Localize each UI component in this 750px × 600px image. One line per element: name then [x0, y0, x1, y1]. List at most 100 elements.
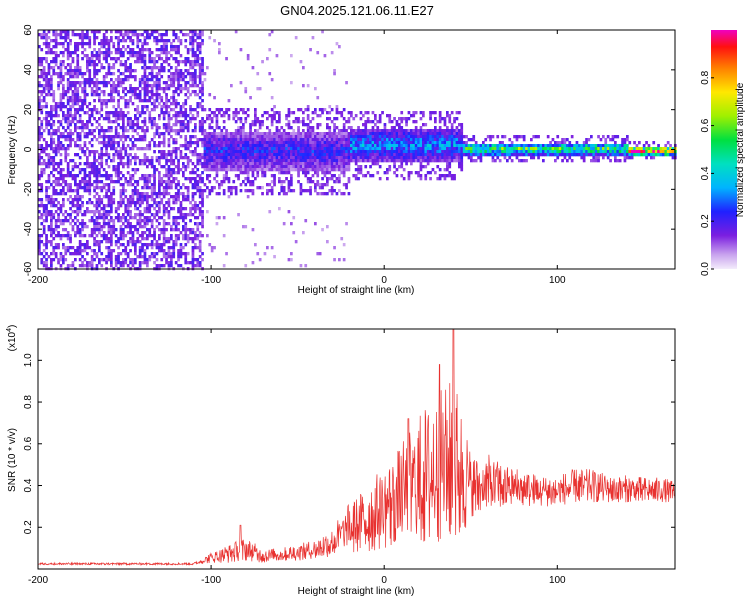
spectrogram-cell [316, 252, 320, 256]
spectrogram-cell [81, 219, 84, 223]
spectrogram-cell [136, 42, 140, 46]
spectrogram-cell [146, 204, 149, 208]
spectrogram-cell [136, 138, 140, 142]
spectrogram-cell [112, 114, 116, 118]
spectrogram-cell [129, 48, 132, 52]
spectrogram-cell [83, 246, 87, 250]
spectrogram-cell [126, 201, 130, 205]
spectrogram-cell [42, 207, 46, 211]
spectrogram-cell [143, 195, 147, 199]
spectrogram-cell [244, 153, 248, 157]
spectrogram-cell [105, 60, 108, 64]
spectrogram-cell [50, 156, 53, 160]
spectrogram-cell [378, 165, 382, 169]
spectrogram-cell [191, 168, 195, 172]
spectrogram-cell [95, 186, 99, 190]
spectrogram-cell [158, 195, 161, 199]
spectrogram-cell [254, 123, 257, 127]
spectrogram-cell [112, 222, 116, 226]
spectrogram-cell [143, 192, 147, 196]
spectrogram-cell [194, 69, 197, 73]
spectrogram-cell [57, 33, 60, 37]
spectrogram-cell [71, 261, 75, 265]
spectrogram-cell [196, 162, 200, 166]
spectrogram-cell [198, 102, 202, 106]
spectrogram-cell [105, 237, 108, 241]
spectrogram-cell [126, 69, 130, 73]
spectrogram-cell [45, 198, 48, 202]
spectrogram-cell [254, 162, 257, 166]
spectrogram-cell [270, 168, 274, 172]
spectrogram-cell [266, 159, 269, 163]
spectrogram-cell [110, 261, 113, 265]
spectrogram-cell [266, 144, 269, 148]
spectrogram-cell [318, 138, 322, 142]
spectrogram-cell [174, 48, 178, 52]
spectrogram-cell [177, 87, 180, 91]
spectrogram-cell [126, 240, 130, 244]
spectrogram-cell [62, 36, 65, 40]
spectrogram-cell [246, 174, 250, 178]
spectrogram-cell [155, 60, 159, 64]
spectrogram-cell [174, 201, 178, 205]
spectrogram-cell [179, 255, 183, 259]
spectrogram-cell [95, 165, 99, 169]
spectrogram-cell [150, 138, 154, 142]
spectrogram-cell [189, 177, 192, 181]
spectrogram-cell [160, 153, 164, 157]
spectrogram-cell [194, 180, 197, 184]
spectrogram-cell [294, 141, 298, 145]
spectrogram-cell [333, 246, 336, 250]
spectrogram-cell [191, 171, 195, 175]
spectrogram-cell [107, 204, 111, 208]
spectrogram-cell [443, 141, 447, 145]
spectrogram-cell [100, 66, 104, 70]
spectrogram-cell [174, 75, 178, 79]
spectrogram-cell [143, 258, 147, 262]
spectrogram-cell [206, 150, 209, 154]
spectrogram-cell [88, 150, 92, 154]
spectrogram-cell [222, 192, 226, 196]
spectrogram-cell [59, 93, 63, 97]
spectrogram-cell [69, 201, 72, 205]
spectrogram-cell [302, 147, 305, 151]
spectrogram-cell [47, 180, 51, 184]
spectrogram-cell [76, 249, 80, 253]
spectrogram-cell [342, 243, 346, 247]
spectrogram-cell [93, 225, 96, 229]
spectrogram-cell [146, 147, 149, 151]
spectrogram-cell [98, 54, 101, 58]
spectrogram-cell [254, 165, 257, 169]
spectrogram-cell [292, 144, 296, 148]
spectrogram-cell [294, 144, 298, 148]
spectrogram-cell [172, 162, 176, 166]
spectrogram-cell [386, 114, 389, 118]
spectrogram-cell [194, 147, 197, 151]
spectrogram-cell [170, 126, 173, 130]
spectrogram-cell [170, 84, 173, 88]
spectrogram-cell [57, 72, 60, 76]
spectrogram-cell [215, 192, 219, 196]
spectrogram-cell [244, 177, 248, 181]
spectrogram-cell [110, 207, 113, 211]
spectrogram-cell [196, 204, 200, 208]
spectrogram-cell [287, 147, 291, 151]
spectrogram-cell [297, 138, 300, 142]
spectrogram-cell [191, 78, 195, 82]
spectrogram-cell [155, 105, 159, 109]
spectrogram-cell [160, 33, 164, 37]
spectrogram-cell [362, 123, 365, 127]
spectrogram-cell [81, 243, 84, 247]
spectrogram-cell [198, 42, 202, 46]
spectrogram-cell [57, 42, 60, 46]
spectrogram-cell [196, 141, 200, 145]
spectrogram-cell [201, 57, 204, 61]
spectrogram-cell [50, 195, 53, 199]
spectrogram-cell [45, 162, 48, 166]
spectrogram-cell [47, 255, 51, 259]
spectrogram-cell [52, 186, 56, 190]
spectrogram-cell [446, 174, 449, 178]
spectrogram-cell [88, 162, 92, 166]
spectrogram-cell [333, 132, 336, 136]
spectrogram-cell [50, 225, 53, 229]
